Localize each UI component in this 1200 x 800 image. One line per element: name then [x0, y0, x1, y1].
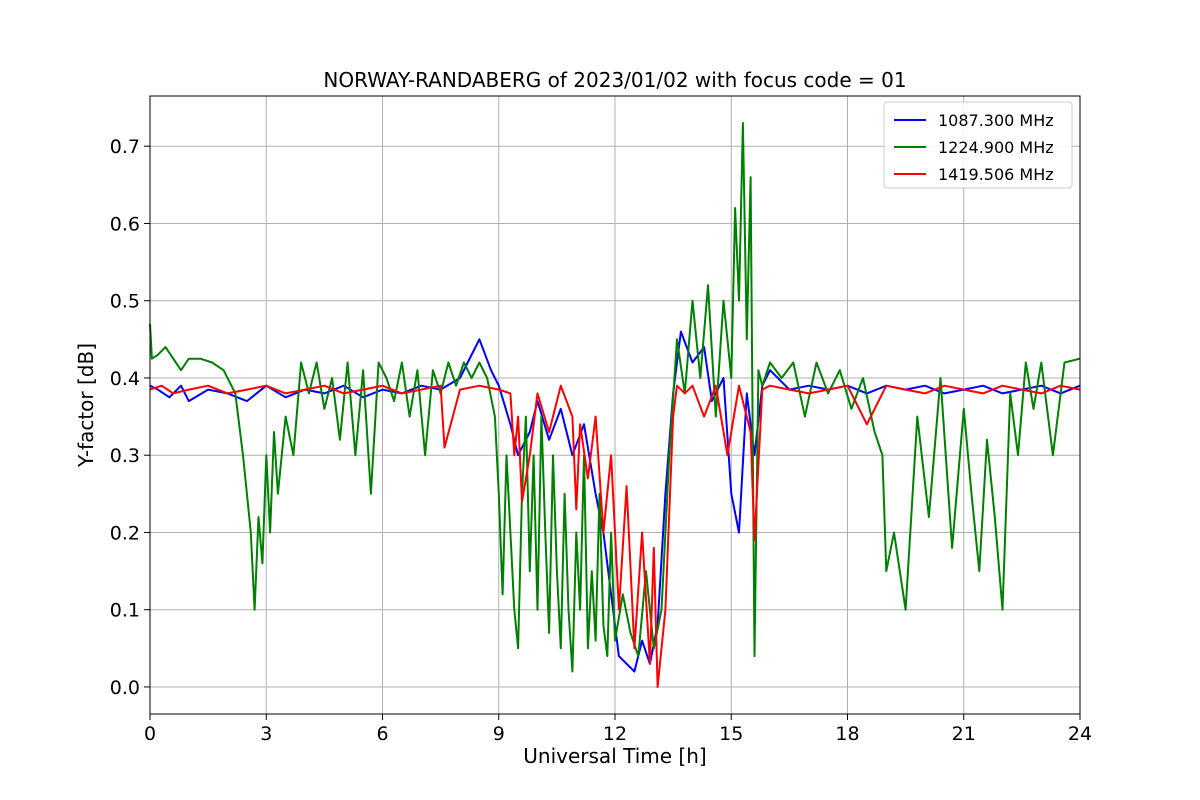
y-tick-label: 0.0	[110, 677, 140, 699]
y-tick-label: 0.1	[110, 600, 140, 622]
x-tick-label: 12	[603, 723, 627, 745]
series-line-3	[149, 384, 1081, 688]
legend-entry: 1419.506 MHz	[938, 165, 1054, 184]
chart-title: NORWAY-RANDABERG of 2023/01/02 with focu…	[323, 68, 906, 92]
series-lines	[149, 122, 1081, 688]
x-axis-label: Universal Time [h]	[523, 744, 706, 768]
y-axis-label: Y-factor [dB]	[74, 343, 98, 468]
legend-entry: 1224.900 MHz	[938, 138, 1054, 157]
legend-entry: 1087.300 MHz	[938, 111, 1054, 130]
x-tick-label: 24	[1068, 723, 1092, 745]
y-axis-ticks: 0.0 0.1 0.2 0.3 0.4 0.5 0.6 0.7	[110, 136, 150, 699]
x-tick-label: 3	[260, 723, 272, 745]
y-tick-label: 0.4	[110, 368, 140, 390]
x-tick-label: 21	[952, 723, 976, 745]
x-tick-label: 0	[144, 723, 156, 745]
y-tick-label: 0.7	[110, 136, 140, 158]
x-tick-label: 6	[376, 723, 388, 745]
y-tick-label: 0.2	[110, 522, 140, 544]
legend: 1087.300 MHz 1224.900 MHz 1419.506 MHz	[883, 101, 1073, 189]
y-tick-label: 0.5	[110, 291, 140, 313]
y-tick-label: 0.6	[110, 213, 140, 235]
x-axis-ticks: 0 3 6 9 12 15 18 21 24	[144, 714, 1092, 745]
x-tick-label: 9	[493, 723, 505, 745]
series-line-2	[149, 122, 1081, 673]
series-line-1	[149, 330, 1081, 673]
x-tick-label: 15	[719, 723, 743, 745]
x-tick-label: 18	[835, 723, 859, 745]
y-tick-label: 0.3	[110, 445, 140, 467]
legend-box	[883, 101, 1073, 189]
